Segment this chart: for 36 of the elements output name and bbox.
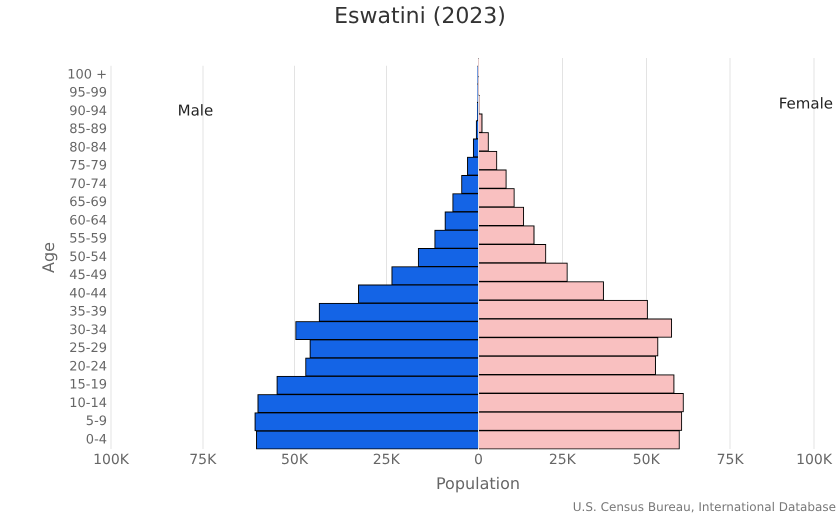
text: Female <box>778 94 833 112</box>
y-tick-label: 50-54 <box>69 250 108 265</box>
y-tick-label: 15-19 <box>69 378 108 393</box>
x-tick-label: 100K <box>796 452 832 468</box>
y-tick-label: 5-9 <box>86 414 108 430</box>
y-tick-label: 40-44 <box>69 286 108 302</box>
y-tick-label: 75-79 <box>69 158 108 174</box>
x-tick-label: 75K <box>716 452 744 468</box>
y-tick-label: 45-49 <box>69 268 108 284</box>
x-tick-label: 50K <box>281 452 309 468</box>
y-tick-label: 25-29 <box>69 341 108 356</box>
x-tick-label: 75K <box>189 452 218 468</box>
y-tick-label: 20-24 <box>69 359 108 374</box>
x-tick-label: 50K <box>632 452 660 468</box>
text: U.S. Census Bureau, International Database <box>572 500 836 514</box>
x-tick-label: 25K <box>372 452 401 468</box>
y-tick-label: 70-74 <box>69 176 108 192</box>
x-tick-label: 100K <box>93 452 130 468</box>
text: Male <box>178 101 214 120</box>
y-tick-label: 0-4 <box>86 432 108 448</box>
y-tick-label: 100 + <box>67 67 108 82</box>
y-tick-label: 90-94 <box>69 104 108 119</box>
y-tick-label: 85-89 <box>69 122 108 138</box>
x-tick-label: 0 <box>474 452 482 468</box>
y-tick-label: 30-34 <box>69 322 108 338</box>
y-tick-label: 60-64 <box>69 213 108 228</box>
y-tick-label: 80-84 <box>69 140 108 156</box>
chart-title: Eswatini (2023) <box>333 4 507 29</box>
x-axis-title: Population <box>436 474 520 493</box>
y-tick-label: 55-59 <box>69 232 108 247</box>
x-tick-label: 25K <box>548 452 576 468</box>
y-tick-label: 65-69 <box>69 195 108 210</box>
y-tick-label: 95-99 <box>69 86 108 101</box>
y-tick-label: 10-14 <box>69 396 108 411</box>
y-axis-title: Age <box>38 242 58 273</box>
y-tick-label: 35-39 <box>69 304 108 320</box>
